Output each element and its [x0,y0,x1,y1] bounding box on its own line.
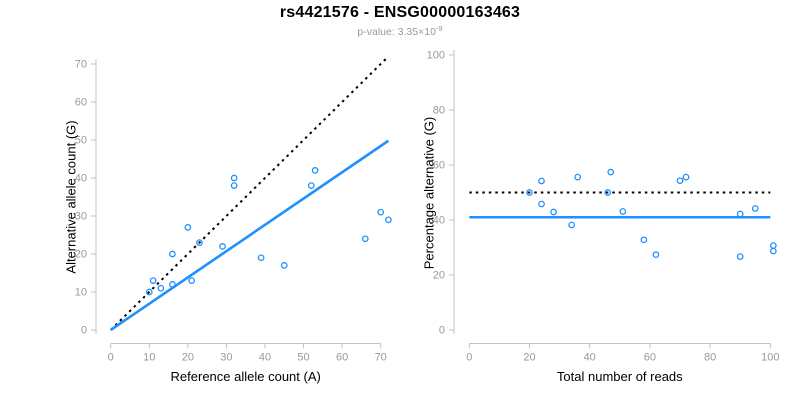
data-point [538,200,545,208]
x-tick-label: 40 [259,352,271,364]
figure-subtitle: p-value: 3.35×10-9 [0,24,800,38]
data-point [385,216,392,224]
figure-title: rs4421576 - ENSG00000163463 [279,4,521,21]
x-tick-label: 60 [336,352,348,364]
data-point [149,277,157,284]
data-point [751,205,759,212]
x-tick-label: 40 [584,352,596,364]
p-value-exponent: -9 [435,24,443,33]
y-tick-label: 60 [433,160,445,172]
data-point [196,239,203,246]
x-tick-label: 80 [704,352,716,364]
right-y-axis-title: Percentage alternative (G) [421,116,437,269]
data-point [307,182,315,189]
data-point [526,189,533,196]
y-tick-label: 0 [81,325,87,337]
y-tick-label: 60 [75,97,87,109]
left-scatter-plot: 0 10 20 30 40 50 60 70 0 10 20 30 40 50 60 70 [75,57,392,364]
y-tick-label: 40 [75,173,87,185]
x-tick-label: 10 [143,352,155,364]
data-point [169,250,176,258]
y-tick-label: 50 [75,135,87,147]
x-tick-label: 0 [108,352,114,364]
data-point [607,168,615,176]
left-x-axis-title: Reference allele count (A) [170,369,321,384]
data-point [169,281,176,288]
y-tick-label: 0 [439,325,445,337]
y-tick-label: 40 [433,215,445,227]
y-tick-label: 80 [433,105,445,117]
data-point [574,173,582,181]
data-point [769,242,777,249]
fit-line [109,139,390,332]
x-tick-label: 0 [466,352,472,364]
x-tick-label: 20 [182,352,194,364]
data-point [280,262,288,269]
y-tick-label: 20 [433,270,445,282]
data-point [377,208,385,216]
data-point [619,208,627,215]
y-tick-label: 70 [75,59,87,71]
data-point [682,173,690,181]
right-x-axis-title: Total number of reads [556,369,683,384]
data-point [736,253,744,260]
x-tick-label: 100 [761,352,779,364]
data-point [230,182,238,189]
left-y-axis-title: Alternative allele count (G) [63,120,79,274]
data-point [769,247,777,255]
y-tick-label: 30 [75,211,87,223]
data-point [568,221,575,229]
y-tick-label: 10 [75,287,87,299]
data-point [640,236,648,244]
data-point [361,235,369,243]
data-point [736,210,744,218]
data-point [550,208,557,216]
data-point [157,284,165,292]
y-tick-label: 20 [75,249,87,261]
data-point [145,288,153,296]
x-tick-label: 20 [523,352,535,364]
y-tick-label: 100 [427,50,445,62]
data-point [184,224,192,231]
data-point [188,277,196,284]
right-scatter-plot: 0 20 40 60 80 100 0 20 40 60 80 100 [427,50,780,364]
data-point [676,177,684,185]
data-point [257,254,265,262]
p-value-text: p-value: 3.35×10 [357,26,436,38]
identity-line [109,57,388,331]
x-tick-label: 50 [297,352,309,364]
data-point [538,177,545,185]
data-point [604,189,612,196]
x-tick-label: 30 [220,352,232,364]
data-point [311,167,319,174]
data-point [230,174,238,182]
x-tick-label: 70 [375,352,387,364]
data-point [652,251,660,258]
data-point [219,243,226,250]
x-tick-label: 60 [644,352,656,364]
